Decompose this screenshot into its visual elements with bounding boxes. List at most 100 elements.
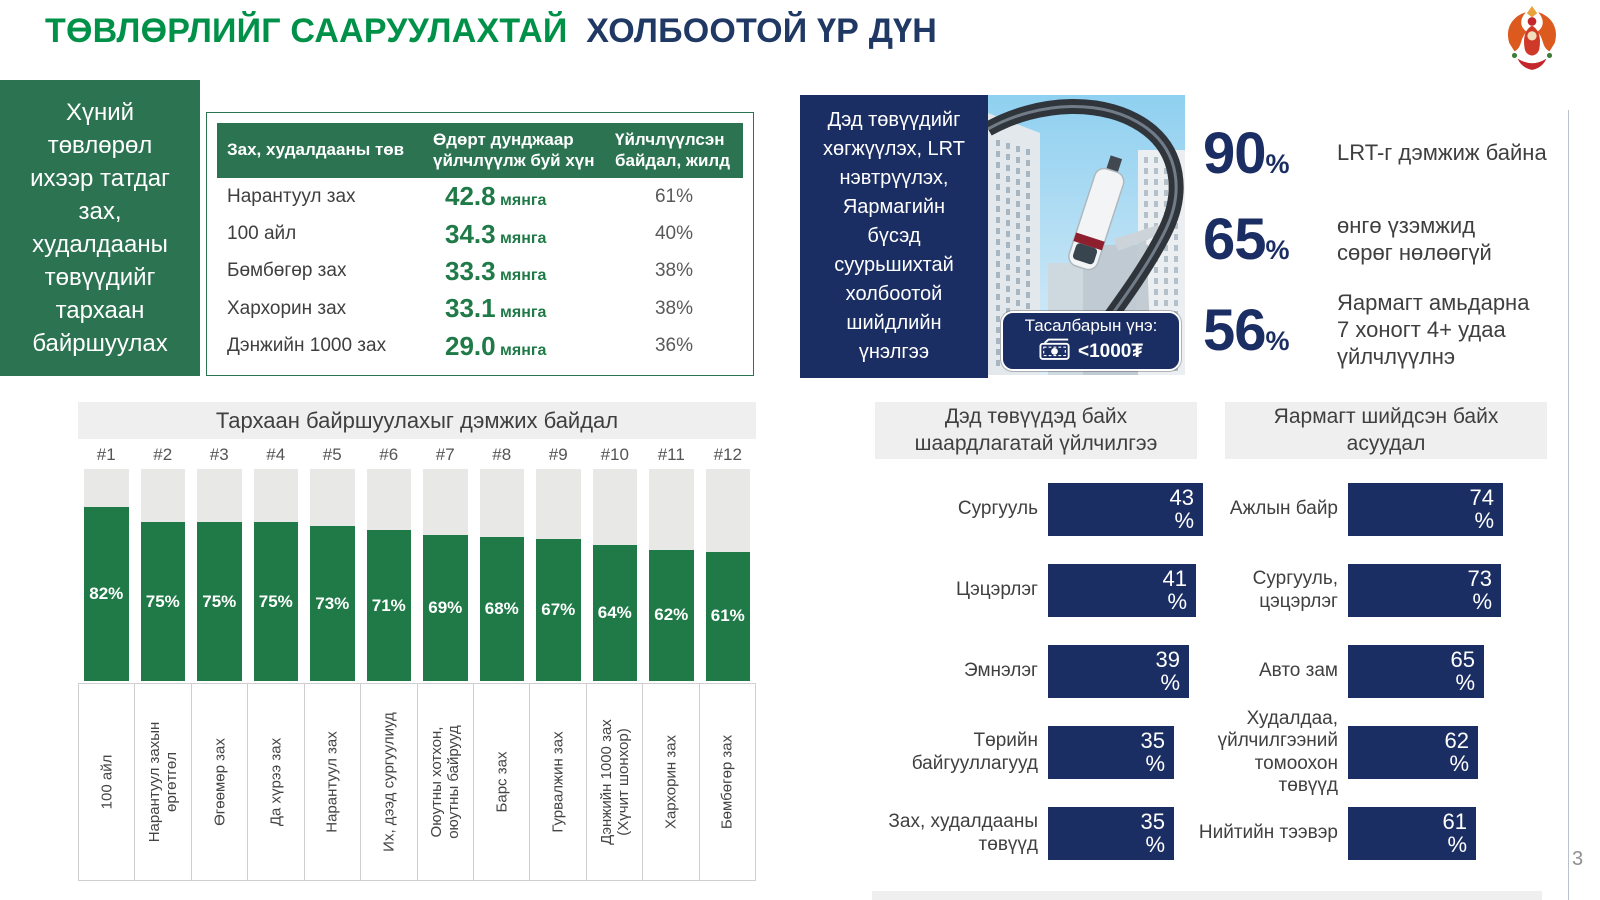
bar-category-cell: Өгөөмөр зах: [192, 684, 249, 880]
services-bar-chart: Сургууль 43% Цэцэрлэг 41% Эмнэлэг 39% Төрийн б…: [878, 483, 1203, 888]
title-part-green: ТӨВЛӨРЛИЙГ СААРУУЛАХТАЙ: [45, 12, 568, 50]
hbar-label: Цэцэрлэг: [956, 579, 1038, 601]
stat-label: LRT-г дэмжиж байна: [1337, 140, 1547, 166]
hbar-label: Сургууль: [957, 498, 1038, 520]
rank-label: #7: [435, 445, 455, 464]
markets-table: Зах, худалдааны төв Өдөрт дунджаар үйлчл…: [206, 112, 754, 376]
rank-label: #5: [322, 445, 342, 464]
bar-category-cell: Барс зах: [474, 684, 531, 880]
stat-value: 56: [1203, 297, 1267, 363]
market-daily-visitors: 33.3 мянга: [423, 256, 605, 287]
bar-value-label: 61%: [710, 606, 745, 626]
bar-value-label: 64%: [597, 603, 632, 623]
table-row: 100 айл 34.3 мянга 40%: [217, 215, 743, 252]
rank-label: #10: [600, 445, 629, 464]
hbar-value: 39: [1155, 646, 1180, 672]
bar-category-label: Барс зах: [493, 751, 511, 813]
hbar-value: 61: [1442, 808, 1467, 834]
stat-label: Яармагт амьдарна 7 хоногт 4+ удаа үйлчлү…: [1337, 290, 1530, 369]
table-row: Нарантуул зах 42.8 мянга 61%: [217, 178, 743, 215]
hbar-label: Төрийн байгууллагууд: [911, 730, 1038, 774]
markets-table-header: Зах, худалдааны төв Өдөрт дунджаар үйлчл…: [217, 123, 743, 178]
hbar-fill: 65%: [1348, 645, 1484, 698]
hbar-row: Төрийн байгууллагууд 35%: [878, 726, 1203, 779]
bar-category-label: Гурвалжин зах: [549, 731, 567, 833]
table-row: Бөмбөгөр зах 33.3 мянга 38%: [217, 253, 743, 290]
market-name: Нарантуул зах: [227, 185, 356, 207]
bar-column: 62%: [649, 469, 694, 681]
bar-category-cell: Оюутны хотхон, оюутны байрууд: [418, 684, 474, 880]
bar-category-cell: Их, дээд сургуулиуд: [361, 684, 418, 880]
bar-column: 75%: [253, 469, 298, 681]
hbar-fill: 35%: [1048, 807, 1174, 860]
visitors-unit: мянга: [495, 266, 547, 284]
hbar-unit: %: [1472, 588, 1492, 614]
bar-value-label: 67%: [541, 599, 576, 619]
hbar-value: 65: [1450, 646, 1475, 672]
bar-column: 68%: [479, 469, 524, 681]
market-name: Хархорин зах: [227, 297, 347, 319]
bar-value-label: 62%: [654, 605, 689, 625]
hbar-value: 35: [1140, 727, 1165, 753]
ulaanbaatar-emblem-logo: [1500, 5, 1564, 73]
market-daily-visitors: 33.1 мянга: [423, 293, 605, 324]
bar-value-label: 75%: [145, 591, 180, 611]
bar-category-label: Да хүрээ зах: [267, 737, 285, 827]
market-name: 100 айл: [227, 223, 297, 245]
bar-column: 71%: [366, 469, 411, 681]
hbar-label: Зах, худалдааны төвүүд: [888, 811, 1038, 855]
hbar-unit: %: [1167, 588, 1187, 614]
stat-row-visual-impact: 65% өнгө үзэмжид сөрөг нөлөөгүй: [1203, 206, 1563, 273]
bar-category-label: Оюутны хотхон, оюутны байрууд: [427, 725, 463, 839]
hbar-row: Авто зам 65%: [1190, 645, 1503, 698]
hbar-row: Сургууль, цэцэрлэг 73%: [1190, 564, 1503, 617]
visitors-number: 42.8: [445, 181, 496, 212]
hbar-row: Нийтийн тээвэр 61%: [1190, 807, 1503, 860]
market-daily-visitors: 42.8 мянга: [423, 181, 605, 212]
hbar-unit: %: [1145, 831, 1165, 857]
bar-category-label: Дэнжийн 1000 зах (Хүчит шонхор): [597, 719, 632, 845]
stat-label: өнгө үзэмжид сөрөг нөлөөгүй: [1337, 212, 1492, 265]
bar-category-cell: Бөмбөгөр зах: [700, 684, 757, 880]
issues-chart-title: Яармагт шийдсэн байх асуудал: [1225, 402, 1547, 459]
table-header-usage: Үйлчлүүлсэн байдал, жилд: [615, 129, 730, 170]
hbar-unit: %: [1449, 750, 1469, 776]
visitors-unit: мянга: [495, 304, 547, 322]
hbar-fill: 61%: [1348, 807, 1476, 860]
right-lead-text-box: Дэд төвүүдийг хөгжүүлэх, LRT нэвтрүүлэх,…: [800, 95, 988, 378]
title-part-navy: ХОЛБООТОЙ ҮР ДҮН: [586, 12, 937, 50]
table-header-daily-visitors: Өдөрт дунджаар үйлчлүүлж буй хүн: [433, 129, 595, 170]
market-name: Дэнжийн 1000 зах: [227, 335, 387, 357]
hbar-row: Цэцэрлэг 41%: [878, 564, 1203, 617]
bar-column: 82%: [84, 469, 129, 681]
bar-value-label: 75%: [202, 591, 237, 611]
hbar-fill: 39%: [1048, 645, 1189, 698]
table-header-market: Зах, худалдааны төв: [227, 140, 405, 160]
bar-column: 69%: [423, 469, 468, 681]
bar-value-label: 68%: [484, 598, 519, 618]
bar-category-cell: Гурвалжин зах: [530, 684, 587, 880]
service-share: 36%: [654, 335, 694, 357]
hbar-row: Зах, худалдааны төвүүд 35%: [878, 807, 1203, 860]
issues-bar-chart: Ажлын байр 74% Сургууль, цэцэрлэг 73% Авто з…: [1190, 483, 1503, 888]
markets-table-body: Нарантуул зах 42.8 мянга 61% 100 айл 34.3 мя…: [217, 178, 743, 365]
rank-label: #11: [657, 445, 685, 464]
hbar-row: Ажлын байр 74%: [1190, 483, 1503, 536]
stat-value: 65: [1203, 207, 1267, 272]
hbar-unit: %: [1447, 831, 1467, 857]
table-row: Дэнжийн 1000 зах 29.0 мянга 36%: [217, 328, 743, 365]
hbar-value: 35: [1140, 808, 1165, 834]
rank-label: #9: [548, 445, 568, 464]
support-chart-ranks: #1 #2 #3 #4 #5 #6 #7 #8 #9 #10 #11 #12: [78, 441, 756, 469]
rank-label: #6: [379, 445, 399, 464]
hbar-row: Эмнэлэг 39%: [878, 645, 1203, 698]
bar-category-label: Өгөөмөр зах: [210, 738, 228, 826]
rank-label: #1: [96, 445, 116, 464]
right-lead-text: Дэд төвүүдийг хөгжүүлэх, LRT нэвтрүүлэх,…: [823, 109, 965, 363]
ticket-price-value: <1000₮: [1078, 341, 1143, 362]
support-bar-chart: Тархаан байршуулахыг дэмжих байдал #1 #2 #…: [78, 402, 757, 881]
hbar-unit: %: [1160, 669, 1180, 695]
rank-label: #4: [266, 445, 286, 464]
visitors-unit: мянга: [495, 229, 547, 247]
hbar-value: 62: [1444, 727, 1469, 753]
